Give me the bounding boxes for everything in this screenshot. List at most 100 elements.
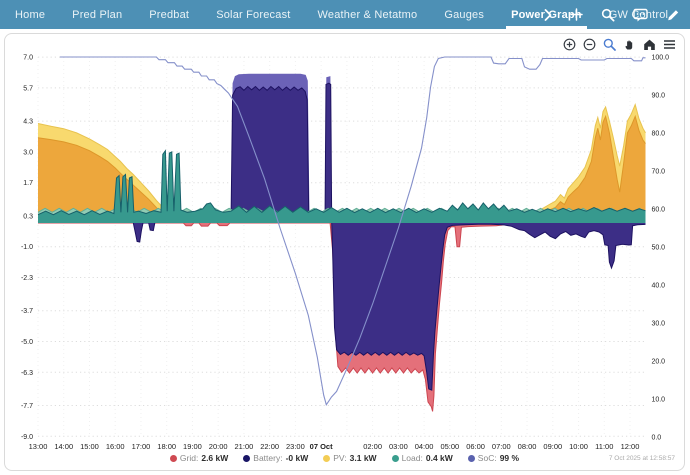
chart-toolbar [563, 38, 676, 51]
tab-solar-forecast[interactable]: Solar Forecast [216, 8, 291, 21]
y-right-tick: 50.0 [651, 245, 665, 252]
legend-dot [243, 454, 251, 462]
x-tick: 20:00 [209, 442, 228, 451]
legend-dot [391, 454, 399, 462]
series-battery [38, 83, 646, 391]
x-tick: 09:00 [543, 442, 562, 451]
x-tick: 22:00 [260, 442, 279, 451]
x-tick: 15:00 [80, 442, 99, 451]
tab-pred-plan[interactable]: Pred Plan [72, 8, 123, 21]
legend-item-load[interactable]: Load: 0.4 kW [391, 453, 453, 463]
power-chart[interactable]: 7.0 5.7 4.3 3.0 1.7 0.3 -1.0 -2.3 -3.7 -5.0 -6.3 -7… [1, 33, 690, 471]
legend-dot [169, 454, 177, 462]
y-right-tick: 40.0 [651, 283, 665, 290]
x-tick: 02:00 [363, 442, 382, 451]
legend-dot [323, 454, 331, 462]
x-tick: 17:00 [132, 442, 151, 451]
y-left-tick: 5.7 [23, 85, 33, 92]
x-tick: 08:00 [518, 442, 537, 451]
y-right-tick: 10.0 [651, 397, 665, 404]
zoom-out-icon[interactable] [583, 38, 596, 51]
y-left-tick: -6.3 [21, 370, 33, 377]
x-tick: 19:00 [183, 442, 202, 451]
series-grid-edge [38, 222, 646, 412]
nav-tabs: Home Pred Plan Predbat Solar Forecast Weathe… [0, 0, 690, 29]
x-tick: 03:00 [389, 442, 408, 451]
x-tick: 11:00 [595, 442, 613, 451]
series-pv-actual-edge [37, 114, 646, 224]
series-battery-edge [38, 82, 646, 391]
tab-predbat[interactable]: Predbat [149, 8, 190, 21]
x-tick: 04:00 [415, 442, 434, 451]
legend-value: 99 % [499, 453, 520, 463]
legend-item-grid[interactable]: Grid: 2.6 kW [169, 453, 228, 463]
x-tick: 07 Oct [310, 442, 333, 451]
series-soc-line [59, 56, 646, 406]
y-left-tick: -1.0 [21, 244, 33, 251]
legend-label: SoC: [477, 453, 497, 463]
series-load [38, 150, 646, 223]
x-tick: 13:00 [29, 442, 48, 451]
legend-label: Battery: [253, 453, 283, 463]
y-left-tick: 4.3 [23, 119, 33, 126]
legend-item-soc[interactable]: SoC: 99 % [467, 453, 520, 463]
series [37, 56, 646, 412]
x-tick: 06:00 [466, 442, 485, 451]
y-left-tick: 3.0 [23, 149, 33, 156]
top-nav: Home Pred Plan Predbat Solar Forecast Weathe… [0, 0, 690, 29]
y-left-tick: -7.7 [21, 403, 33, 410]
x-tick: 16:00 [106, 442, 125, 451]
series-load-edge [37, 149, 646, 216]
search-icon[interactable] [601, 8, 615, 22]
edit-icon[interactable] [666, 8, 680, 22]
chart-card: 7.0 5.7 4.3 3.0 1.7 0.3 -1.0 -2.3 -3.7 -5.0 -6.3 -7… [4, 33, 685, 471]
y-right-tick: 80.0 [651, 131, 665, 138]
legend-item-battery[interactable]: Battery: -0 kW [243, 453, 308, 463]
zoom-in-icon[interactable] [563, 38, 576, 51]
pan-hand-icon[interactable] [623, 38, 636, 51]
chevron-right-icon[interactable] [544, 8, 552, 21]
x-tick: 12:00 [621, 442, 640, 451]
tab-power-graph[interactable]: Power Graph [506, 0, 587, 29]
x-tick: 14:00 [54, 442, 73, 451]
legend-item-pv[interactable]: PV: 3.1 kW [323, 453, 377, 463]
legend-label: Load: [401, 453, 423, 463]
zoom-select-icon[interactable] [603, 38, 616, 51]
y-left-tick: -2.3 [21, 275, 33, 282]
tab-home[interactable]: Home [15, 8, 46, 21]
y-right-tick: 60.0 [651, 207, 665, 214]
tab-gauges[interactable]: Gauges [444, 8, 485, 21]
y-right-tick: 0.0 [651, 435, 661, 442]
y-left-tick: -3.7 [21, 308, 33, 315]
tab-gw-control[interactable]: GW Control [608, 8, 669, 21]
x-tick: 18:00 [157, 442, 176, 451]
y-left-tick: 1.7 [23, 180, 33, 187]
x-tick: 23:00 [286, 442, 305, 451]
legend-value: 3.1 kW [349, 453, 377, 463]
comments-icon[interactable] [633, 8, 648, 22]
y-right-tick: 20.0 [651, 359, 665, 366]
legend-value: -0 kW [285, 453, 309, 463]
axis-labels: 7.0 5.7 4.3 3.0 1.7 0.3 -1.0 -2.3 -3.7 -5.0 -6.3 -7… [21, 55, 669, 452]
x-tick: 10:00 [569, 442, 588, 451]
home-icon[interactable] [643, 38, 656, 51]
y-right-tick: 70.0 [651, 169, 665, 176]
legend-dot [467, 454, 475, 462]
legend-label: Grid: [179, 453, 199, 463]
tab-weather-netatmo[interactable]: Weather & Netatmo [317, 8, 418, 21]
legend-value: 0.4 kW [425, 453, 453, 463]
x-tick: 07:00 [492, 442, 511, 451]
chart-legend: Grid: 2.6 kW Battery: -0 kW PV: 3.1 kW Load… [5, 453, 684, 463]
y-left-tick: -9.0 [21, 434, 33, 441]
chart-timestamp: 7 Oct 2025 at 12:58:57 [608, 455, 675, 462]
nav-icons [544, 0, 680, 29]
y-right-tick: 90.0 [651, 93, 665, 100]
y-right-tick: 30.0 [651, 321, 665, 328]
add-tab-icon[interactable] [570, 8, 583, 21]
series-pv-forecast-light-edge [37, 102, 646, 223]
y-left-tick: -5.0 [21, 339, 33, 346]
y-left-tick: 7.0 [23, 55, 33, 62]
menu-icon[interactable] [663, 38, 676, 51]
y-left-tick: 0.3 [23, 213, 33, 220]
x-tick: 05:00 [440, 442, 459, 451]
